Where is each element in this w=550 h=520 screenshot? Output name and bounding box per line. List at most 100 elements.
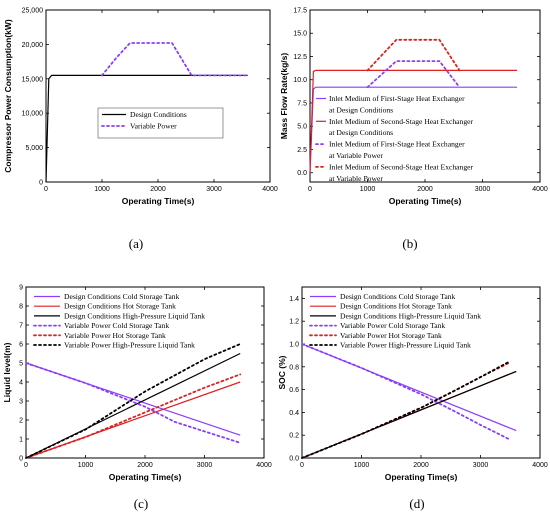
x-tick-label: 3000 — [473, 462, 489, 469]
y-tick-label: 1.2 — [289, 319, 299, 326]
y-tick-label: 1 — [19, 437, 23, 444]
y-tick-label: 7 — [19, 323, 23, 330]
legend-entry-text: Design Conditions Cold Storage Tank — [340, 292, 456, 301]
x-tick-label: 2000 — [137, 462, 153, 469]
x-tick-label: 4000 — [262, 186, 278, 193]
legend-entry-text: Inlet Medium of Second-Stage Heat Exchan… — [329, 162, 473, 171]
y-axis-label: SOC (%) — [277, 355, 287, 389]
y-tick-label: 10.0 — [293, 77, 307, 84]
y-tick-label: 5,000 — [25, 145, 43, 152]
x-tick-label: 0 — [44, 186, 48, 193]
y-tick-label: 0.6 — [289, 387, 299, 394]
x-tick-label: 1000 — [354, 462, 370, 469]
plot-frame — [45, 9, 271, 183]
legend-entry-text: Variable Power Cold Storage Tank — [340, 321, 445, 330]
x-tick-label: 1000 — [360, 186, 376, 193]
series-line-1 — [45, 74, 248, 183]
legend-entry-text: Inlet Medium of First-Stage Heat Exchang… — [329, 94, 465, 103]
y-axis-label: Liquid level(m) — [2, 342, 12, 402]
y-tick-label: 2.5 — [297, 147, 307, 154]
y-tick-label: 5 — [19, 361, 23, 368]
chart-panel-c: 0 1000 2000 3000 4000 0 1 2 3 4 5 6 7 8 9 Operating Tim… — [2, 285, 272, 512]
x-axis-label: Operating Time(s) — [389, 196, 462, 206]
chart-panel-b: 0 1000 2000 3000 4000 0.0 2.5 5.0 7.5 10.0 12.5 15.… — [279, 8, 548, 252]
y-tick-label: 4 — [19, 380, 23, 387]
y-tick-label: 0.2 — [289, 433, 299, 440]
y-tick-label: 0 — [19, 456, 23, 463]
y-tick-label: 9 — [19, 285, 23, 292]
legend-entry-text: Variable Power High-Pressure Liquid Tank — [340, 341, 471, 350]
series-line-2 — [101, 42, 249, 77]
y-axis-label: Mass Flow Rate(kg/s) — [279, 53, 289, 140]
y-tick-label: 10,000 — [22, 111, 44, 118]
legend-entry-text: Inlet Medium of First-Stage Heat Exchang… — [329, 140, 465, 149]
y-tick-label: 3 — [19, 399, 23, 406]
x-tick-label: 4000 — [256, 462, 272, 469]
series-line-4 — [366, 38, 461, 72]
x-tick-label: 2000 — [417, 186, 433, 193]
y-tick-label: 20,000 — [22, 42, 44, 49]
series-line-4 — [25, 362, 242, 444]
legend-entry-text: Variable Power Hot Storage Tank — [64, 331, 166, 340]
legend: Design Conditions Cold Storage TankDesig… — [309, 292, 481, 350]
y-tick-label: 15,000 — [22, 76, 44, 83]
y-tick-label: 7.5 — [297, 100, 307, 107]
y-tick-label: 1.0 — [289, 342, 299, 349]
legend-entry-text: Design Conditions — [130, 110, 187, 119]
y-tick-label: 12.5 — [293, 54, 307, 61]
legend-entry-text-cont: at Design Conditions — [329, 105, 393, 114]
series-line-5 — [301, 361, 512, 459]
y-tick-label: 8 — [19, 304, 23, 311]
y-tick-label: 2 — [19, 418, 23, 425]
y-tick-label: 0.0 — [297, 170, 307, 177]
y-tick-label: 1.4 — [289, 296, 299, 303]
x-tick-label: 1000 — [94, 186, 110, 193]
chart-panel-d: 0 1000 2000 3000 4000 0.0 0.2 0.4 0.6 0.8 1.0 1.2 1.… — [277, 286, 548, 511]
legend-entry-text: Design Conditions High-Pressure Liquid T… — [340, 311, 481, 320]
legend-entry-text: Design Conditions Cold Storage Tank — [64, 292, 180, 301]
series-line-3 — [366, 60, 461, 89]
x-tick-label: 4000 — [532, 462, 548, 469]
x-tick-label: 0 — [24, 462, 28, 469]
y-tick-label: 15.0 — [293, 31, 307, 38]
legend-entry-text: Variable Power — [130, 122, 177, 131]
series-line-4 — [301, 343, 512, 441]
legend-entry-text: Variable Power Hot Storage Tank — [340, 331, 442, 340]
x-axis-label: Operating Time(s) — [385, 472, 458, 482]
x-axis-label: Operating Time(s) — [109, 472, 182, 482]
legend-entry-text-cont: at Design Conditions — [329, 128, 393, 137]
panel-caption: (b) — [402, 236, 417, 251]
series-line-6 — [25, 343, 242, 459]
series-line-6 — [301, 360, 512, 459]
y-tick-label: 6 — [19, 342, 23, 349]
series-line-2 — [309, 69, 517, 173]
x-tick-label: 3000 — [197, 462, 213, 469]
x-tick-label: 0 — [300, 462, 304, 469]
legend-entry-text: Design Conditions Hot Storage Tank — [64, 302, 176, 311]
panel-caption: (c) — [134, 496, 148, 511]
series-line-5 — [25, 373, 242, 459]
legend-box — [97, 107, 224, 139]
panel-caption: (a) — [129, 236, 143, 251]
x-tick-label: 2000 — [150, 186, 166, 193]
series-line-2 — [25, 381, 241, 459]
legend-entry-text: Design Conditions High-Pressure Liquid T… — [64, 311, 205, 320]
y-tick-label: 0 — [39, 180, 43, 187]
y-tick-label: 5.0 — [297, 124, 307, 131]
y-tick-label: 0.4 — [289, 410, 299, 417]
x-tick-label: 3000 — [475, 186, 491, 193]
y-tick-label: 0.0 — [289, 456, 299, 463]
legend-entry-text: Variable Power Cold Storage Tank — [64, 321, 169, 330]
x-tick-label: 0 — [308, 186, 312, 193]
x-tick-label: 2000 — [413, 462, 429, 469]
legend-entry-text: Design Conditions Hot Storage Tank — [340, 302, 452, 311]
series-line-1 — [301, 343, 517, 432]
x-tick-label: 4000 — [532, 186, 548, 193]
x-tick-label: 1000 — [78, 462, 94, 469]
y-tick-label: 25,000 — [22, 8, 44, 15]
legend: Design Conditions Variable Power — [97, 107, 224, 139]
panel-caption: (d) — [409, 496, 424, 511]
chart-panel-a: 0 1000 2000 3000 4000 0 5,000 10,000 15,000 20,00… — [3, 8, 278, 252]
legend-entry-text: Inlet Medium of Second-Stage Heat Exchan… — [329, 117, 473, 126]
